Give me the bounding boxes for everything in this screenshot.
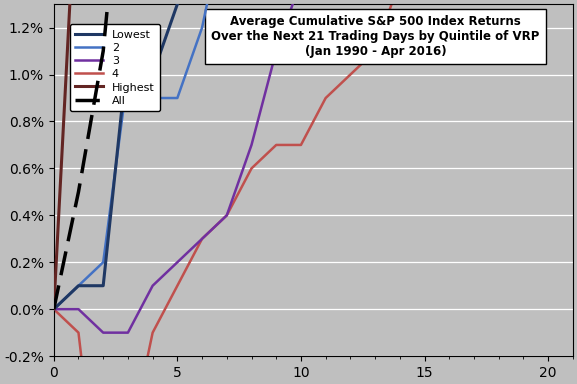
3 (248, 142, 255, 147)
4 (50, 307, 57, 311)
3 (149, 283, 156, 288)
4 (322, 96, 329, 100)
3 (50, 307, 57, 311)
4 (372, 49, 379, 53)
4 (149, 330, 156, 335)
4 (347, 72, 354, 77)
2 (149, 96, 156, 100)
4 (223, 213, 230, 218)
Line: 4: 4 (54, 0, 573, 384)
4 (273, 142, 280, 147)
All (50, 307, 57, 311)
4 (248, 166, 255, 171)
3 (198, 237, 205, 241)
All (75, 190, 82, 194)
3 (100, 330, 107, 335)
3 (75, 307, 82, 311)
Line: All: All (54, 0, 573, 309)
All (100, 49, 107, 53)
Lowest (100, 283, 107, 288)
2 (174, 96, 181, 100)
Lowest (149, 72, 156, 77)
Line: Highest: Highest (54, 0, 573, 309)
Lowest (75, 283, 82, 288)
Lowest (50, 307, 57, 311)
Line: Lowest: Lowest (54, 0, 573, 309)
2 (75, 283, 82, 288)
Line: 2: 2 (54, 0, 573, 309)
Lowest (174, 2, 181, 7)
Legend: Lowest, 2, 3, 4, Highest, All: Lowest, 2, 3, 4, Highest, All (70, 24, 160, 111)
3 (174, 260, 181, 265)
2 (50, 307, 57, 311)
3 (273, 49, 280, 53)
2 (100, 260, 107, 265)
2 (198, 25, 205, 30)
3 (125, 330, 132, 335)
4 (75, 330, 82, 335)
Lowest (125, 49, 132, 53)
4 (198, 237, 205, 241)
Text: Average Cumulative S&P 500 Index Returns
Over the Next 21 Trading Days by Quinti: Average Cumulative S&P 500 Index Returns… (211, 15, 539, 58)
2 (125, 72, 132, 77)
3 (223, 213, 230, 218)
Highest (50, 307, 57, 311)
4 (174, 283, 181, 288)
Line: 3: 3 (54, 0, 573, 333)
4 (298, 142, 305, 147)
